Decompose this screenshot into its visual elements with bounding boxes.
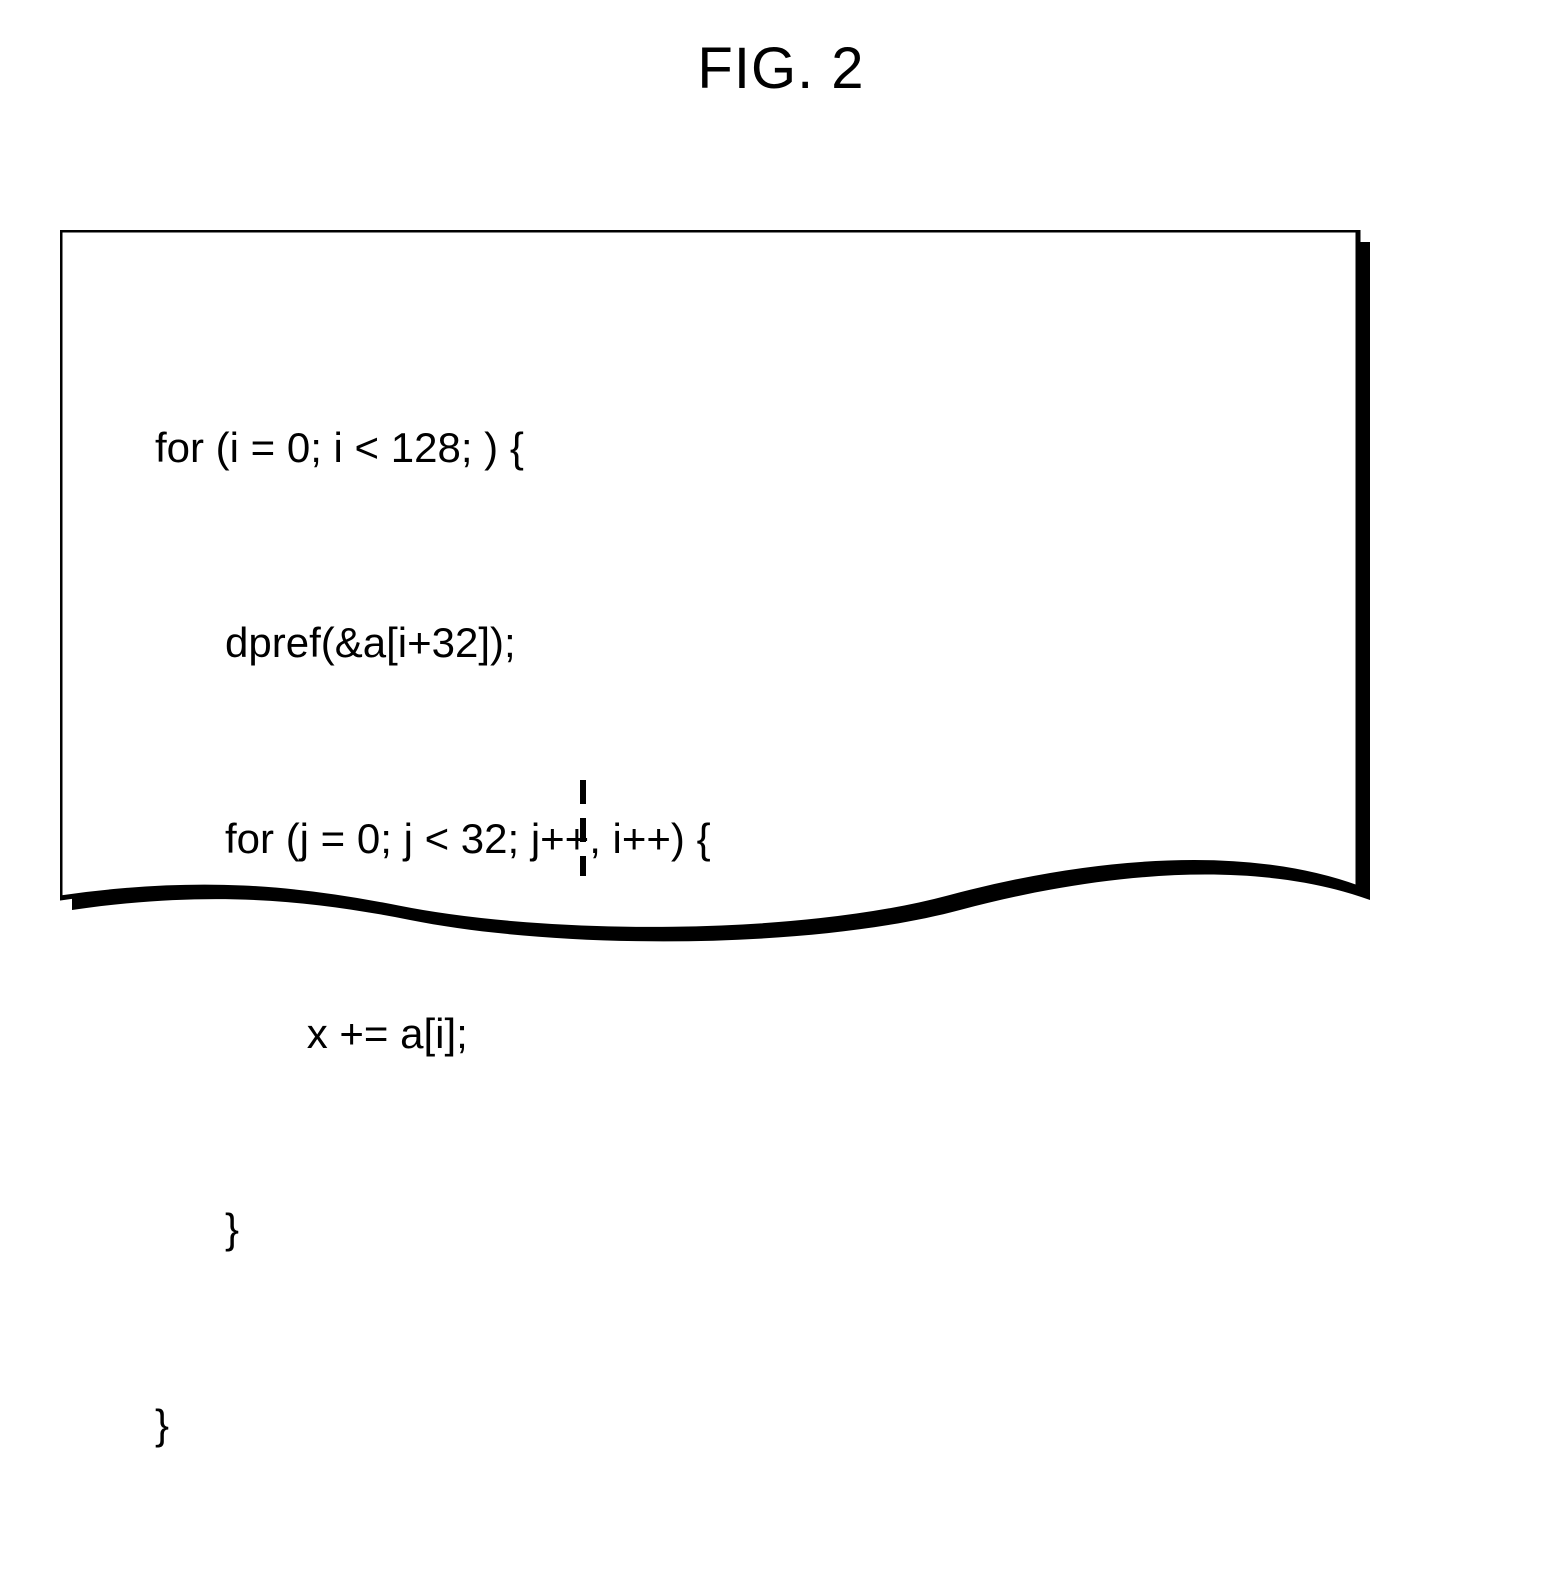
code-line: x += a[i];: [155, 1001, 711, 1066]
code-line: }: [155, 1392, 711, 1457]
vertical-ellipsis-icon: [580, 780, 590, 900]
code-line: for (j = 0; j < 32; j++, i++) {: [155, 806, 711, 871]
code-line: dpref(&a[i+32]);: [155, 610, 711, 675]
code-block: for (i = 0; i < 128; ) { dpref(&a[i+32])…: [155, 285, 711, 1587]
code-line: }: [155, 1196, 711, 1261]
code-line: for (i = 0; i < 128; ) {: [155, 415, 711, 480]
figure-title: FIG. 2: [0, 35, 1562, 102]
code-box: for (i = 0; i < 128; ) { dpref(&a[i+32])…: [60, 230, 1370, 945]
